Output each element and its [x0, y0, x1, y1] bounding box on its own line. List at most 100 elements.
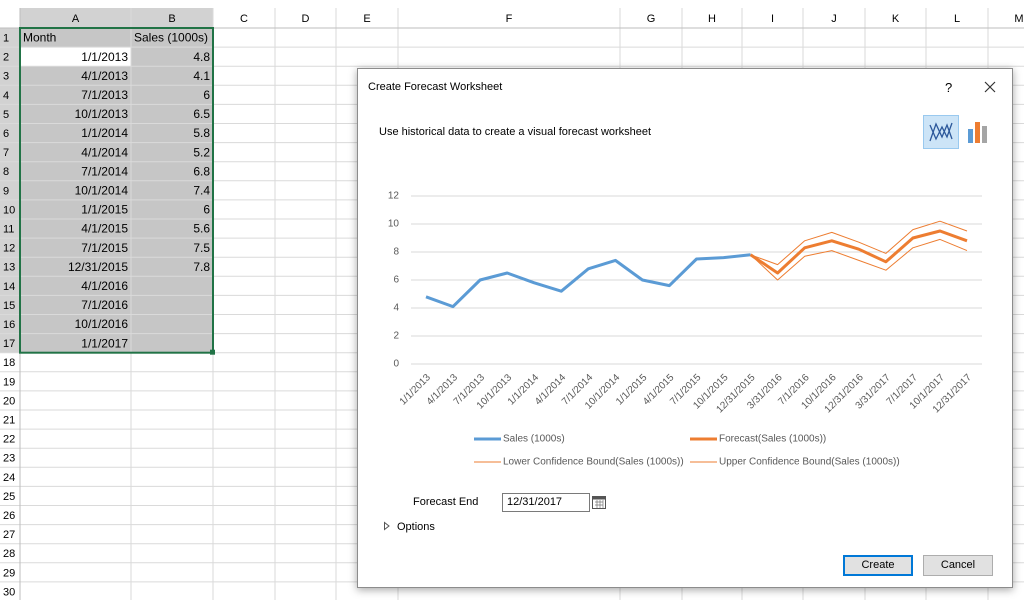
options-expander[interactable] — [383, 521, 391, 531]
row-number: 20 — [3, 395, 15, 407]
cell: 6 — [203, 203, 210, 217]
help-button[interactable]: ? — [945, 80, 953, 95]
cell: 1/1/2017 — [81, 336, 128, 350]
cell: 7.5 — [193, 241, 210, 255]
row-number: 19 — [3, 376, 15, 388]
selection-fill — [20, 28, 213, 353]
cell: 7/1/2016 — [81, 298, 128, 312]
column-header-bar — [0, 8, 1024, 28]
row-number: 10 — [3, 204, 15, 216]
column-header: K — [892, 13, 900, 25]
row-number: 21 — [3, 414, 15, 426]
row-number: 16 — [3, 319, 15, 331]
cell: 4/1/2014 — [81, 145, 128, 159]
create-button[interactable]: Create — [843, 555, 913, 576]
row-number: 25 — [3, 491, 15, 503]
series-line — [750, 238, 968, 281]
series-line — [749, 229, 968, 275]
column-header: M — [1014, 13, 1023, 25]
dialog-title: Create Forecast Worksheet — [368, 81, 503, 93]
cell: 4/1/2016 — [81, 279, 128, 293]
cell: 7/1/2015 — [81, 241, 128, 255]
row-number: 3 — [3, 71, 9, 83]
line-chart-icon[interactable] — [923, 115, 959, 149]
row-number: 22 — [3, 434, 15, 446]
y-tick-label: 8 — [393, 247, 399, 258]
y-tick-label: 0 — [393, 359, 399, 370]
row-number: 5 — [3, 109, 9, 121]
row-number: 6 — [3, 128, 9, 140]
row-number: 30 — [3, 586, 15, 598]
cell: 7/1/2014 — [81, 164, 128, 178]
y-tick-label: 12 — [388, 191, 400, 202]
column-chart-icon[interactable] — [966, 119, 990, 145]
cell: 6.8 — [193, 164, 210, 178]
row-number: 11 — [3, 223, 14, 235]
cell: Sales (1000s) — [134, 31, 208, 45]
forecast-end-input[interactable]: 12/31/2017 — [502, 493, 590, 512]
column-header: F — [506, 13, 513, 25]
dialog-subtitle: Use historical data to create a visual f… — [379, 126, 652, 138]
cell: 5.2 — [193, 145, 210, 159]
cell: 5.6 — [193, 222, 210, 236]
row-number: 27 — [3, 529, 15, 541]
fill-handle — [210, 349, 215, 355]
row-number: 1 — [3, 32, 9, 44]
row-number: 18 — [3, 357, 15, 369]
column-header: L — [954, 13, 960, 25]
column-header: I — [771, 13, 774, 25]
cell: 7/1/2013 — [81, 88, 128, 102]
column-header: D — [302, 13, 310, 25]
row-number: 17 — [3, 338, 15, 350]
row-number: 24 — [3, 472, 15, 484]
column-header: J — [831, 13, 837, 25]
forecast-dialog: Create Forecast Worksheet ? Use historic… — [357, 68, 1013, 588]
selected-col-headers — [20, 8, 213, 28]
column-header: E — [363, 13, 370, 25]
row-number: 15 — [3, 300, 15, 312]
cell: 4.8 — [193, 50, 210, 64]
legend-label: Sales (1000s) — [503, 434, 565, 445]
row-number: 8 — [3, 166, 9, 178]
row-number: 4 — [3, 90, 9, 102]
row-number: 26 — [3, 510, 15, 522]
cell: 7.4 — [193, 184, 210, 198]
forecast-end-value: 12/31/2017 — [507, 496, 563, 508]
selected-row-headers — [0, 28, 20, 353]
cell: 12/31/2015 — [68, 260, 128, 274]
close-button[interactable] — [984, 81, 996, 93]
series-line — [425, 253, 751, 309]
series-line — [750, 220, 968, 266]
cell: Month — [23, 31, 56, 45]
row-number: 9 — [3, 185, 9, 197]
cell: 1/1/2015 — [81, 203, 128, 217]
cell: 1/1/2014 — [81, 126, 128, 140]
options-link[interactable]: Options — [397, 521, 435, 533]
legend-label: Upper Confidence Bound(Sales (1000s)) — [719, 457, 900, 468]
legend-label: Forecast(Sales (1000s)) — [719, 434, 826, 445]
cell: 10/1/2014 — [75, 184, 129, 198]
y-tick-label: 2 — [393, 331, 399, 342]
cell: 4.1 — [193, 69, 210, 83]
row-number: 28 — [3, 548, 15, 560]
row-number: 7 — [3, 147, 9, 159]
forecast-end-label: Forecast End — [413, 496, 479, 508]
row-number: 12 — [3, 243, 15, 255]
row-number: 14 — [3, 281, 15, 293]
column-header: H — [708, 13, 716, 25]
cell: 6.5 — [193, 107, 210, 121]
cell: 7.8 — [193, 260, 210, 274]
column-header: C — [240, 13, 248, 25]
cell: 6 — [203, 88, 210, 102]
calendar-button[interactable] — [590, 493, 608, 511]
column-header: G — [647, 13, 656, 25]
cell: 5.8 — [193, 126, 210, 140]
cancel-button[interactable]: Cancel — [923, 555, 993, 576]
row-number: 13 — [3, 262, 15, 274]
cell: 4/1/2015 — [81, 222, 128, 236]
y-tick-label: 6 — [393, 275, 399, 286]
active-cell — [20, 47, 131, 67]
cell: 4/1/2013 — [81, 69, 128, 83]
row-number: 2 — [3, 52, 9, 64]
